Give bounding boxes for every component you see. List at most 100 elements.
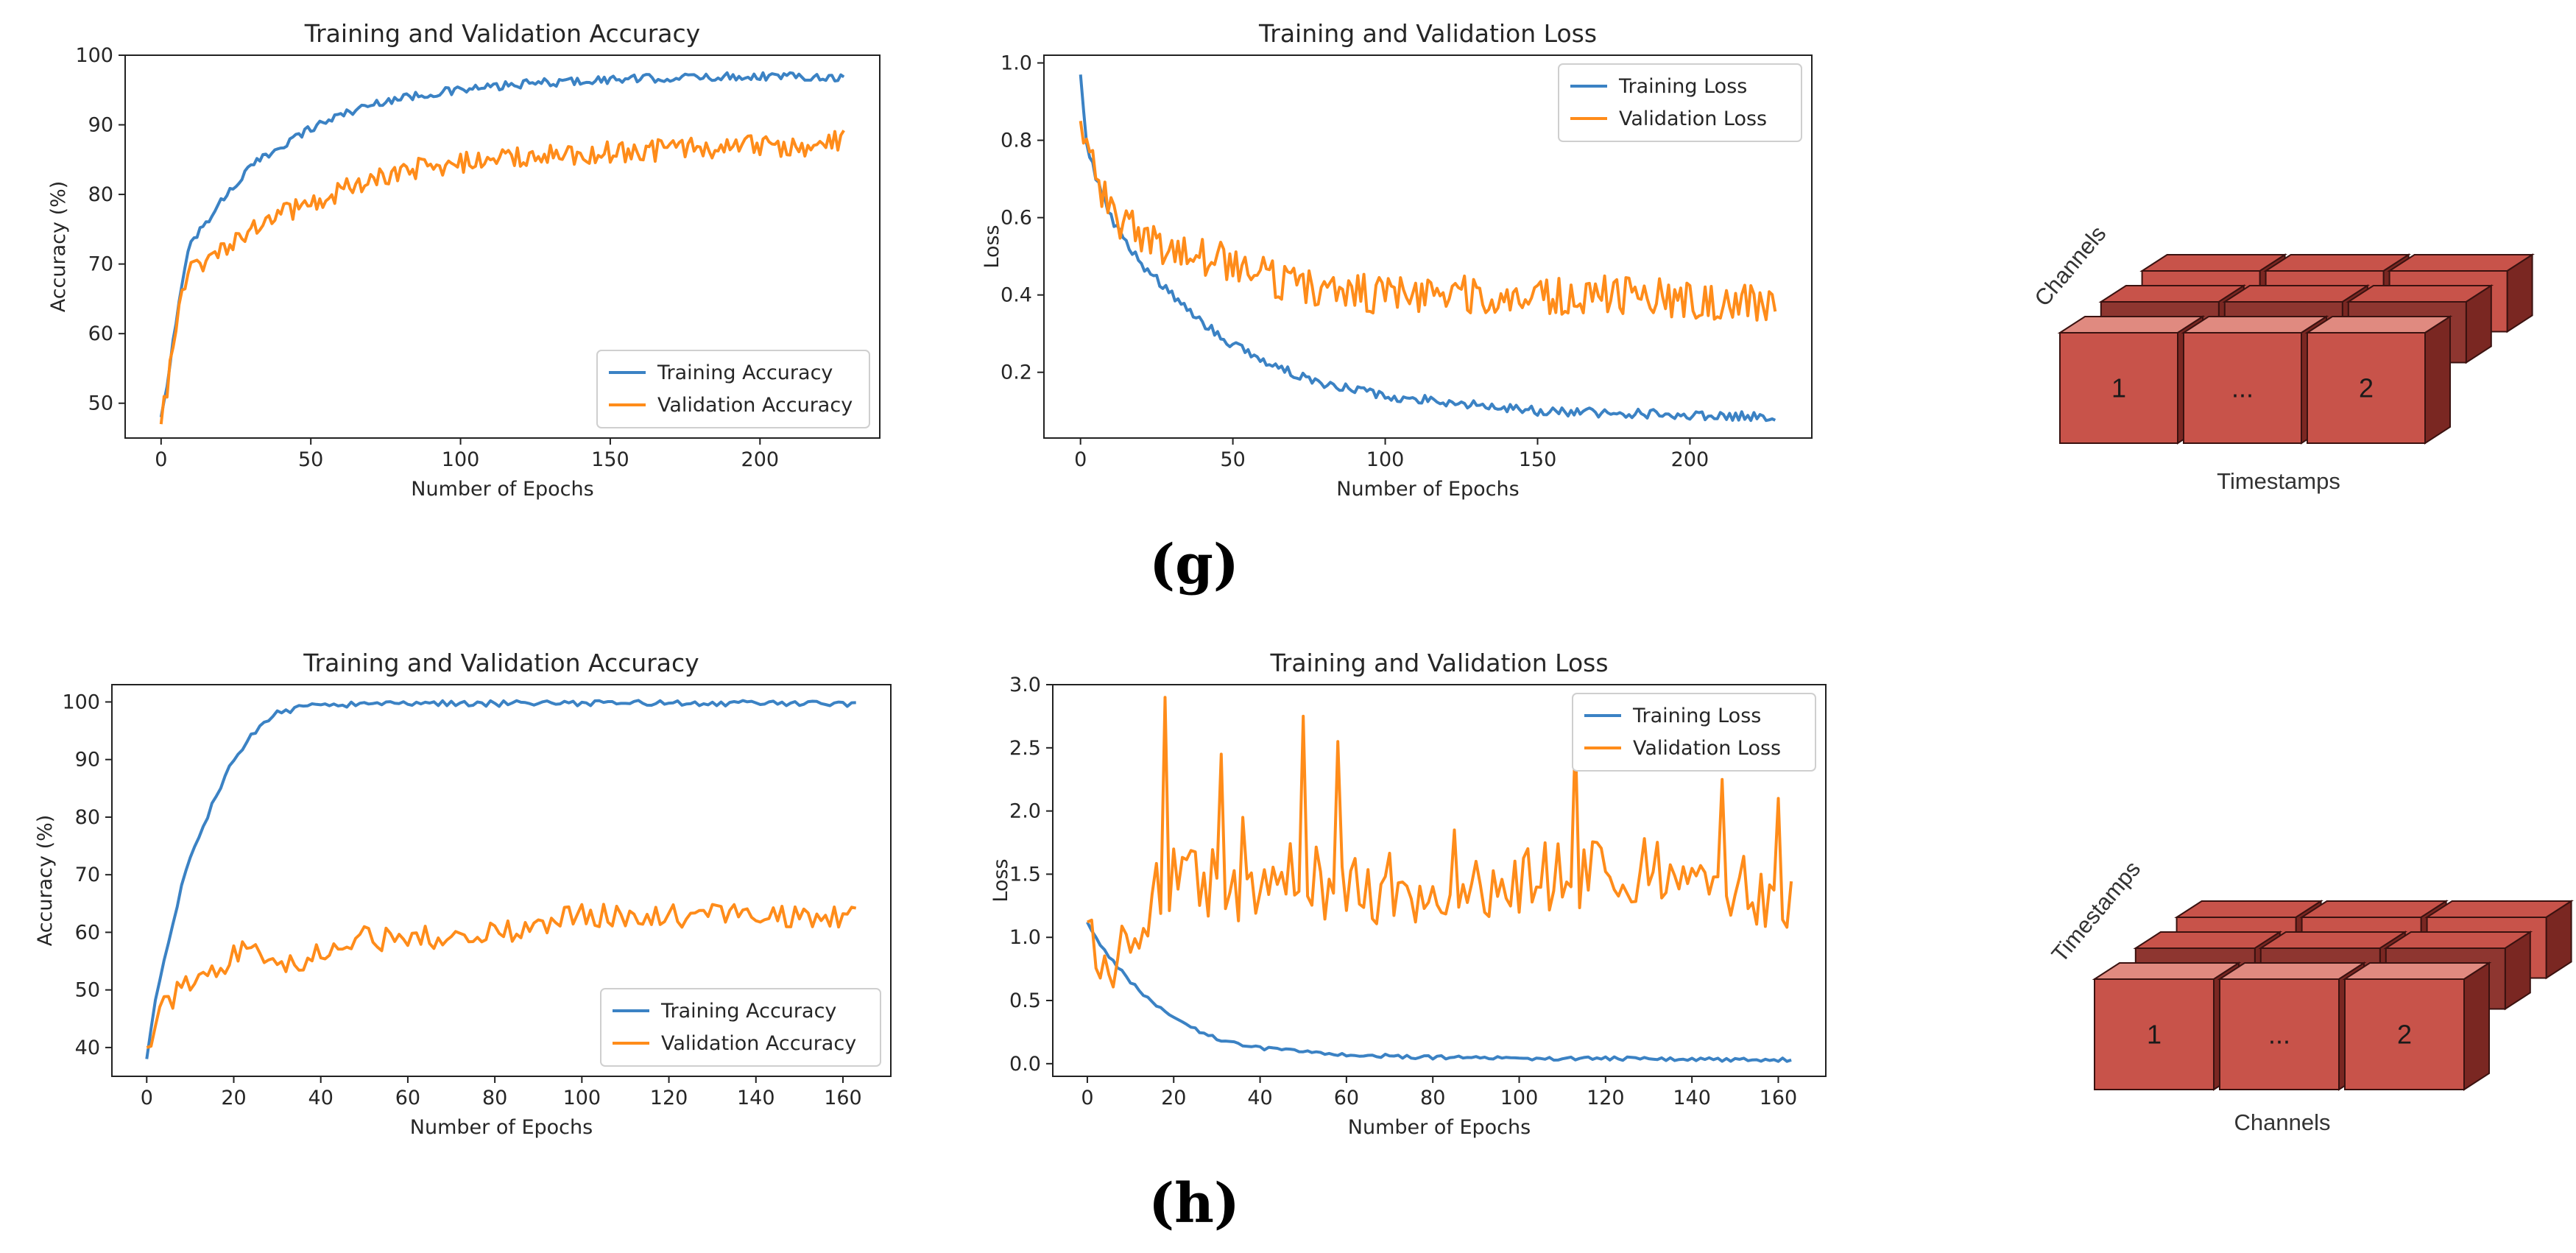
x-tick-label: 140 — [737, 1087, 775, 1109]
x-axis-label: Number of Epochs — [1348, 1116, 1531, 1139]
legend-label: Validation Accuracy — [657, 394, 853, 417]
x-tick-label: 140 — [1673, 1087, 1711, 1109]
y-tick-label: 80 — [75, 806, 100, 829]
x-axis-label: Number of Epochs — [410, 1116, 593, 1139]
series-line-training — [145, 699, 856, 1059]
cube-side-face — [2424, 315, 2451, 445]
legend-label: Validation Accuracy — [661, 1032, 856, 1055]
y-axis-label: Loss — [981, 225, 1003, 268]
x-tick-label: 50 — [1220, 448, 1245, 471]
y-tick-label: 50 — [88, 392, 113, 415]
series-line-validation — [1079, 121, 1777, 322]
chart-title: Training and Validation Loss — [1269, 649, 1608, 677]
y-tick-label: 50 — [75, 979, 100, 1002]
cube-diagram-h: 1... 2 Timestamps Channels — [2047, 856, 2574, 1135]
legend-box — [1572, 693, 1816, 772]
chart-h-loss: Training and Validation Loss 0 20 40 60 80 100… — [989, 649, 1827, 1139]
x-tick-label: 40 — [308, 1087, 334, 1109]
cube-cell-label: 1 — [2147, 1020, 2162, 1050]
y-tick-label: 100 — [62, 691, 100, 713]
x-tick-label: 20 — [1161, 1087, 1186, 1109]
cube-depth-axis-label: Channels — [2029, 221, 2111, 311]
cube-front-face — [2183, 332, 2302, 444]
x-tick-label: 150 — [1519, 448, 1557, 471]
cube-depth-axis-label: Timestamps — [2047, 856, 2146, 967]
cube-cell-label: ... — [2231, 373, 2254, 403]
x-tick-label: 0 — [141, 1087, 153, 1109]
x-tick-label: 120 — [1587, 1087, 1625, 1109]
y-tick-label: 90 — [75, 749, 100, 772]
legend-label: Training Loss — [1618, 75, 1747, 98]
legend-label: Training Accuracy — [657, 361, 833, 384]
x-tick-label: 100 — [1366, 448, 1405, 471]
x-tick-label: 40 — [1247, 1087, 1272, 1109]
y-tick-label: 100 — [75, 44, 113, 67]
x-tick-label: 100 — [563, 1087, 601, 1109]
y-tick-label: 3.0 — [1009, 674, 1041, 696]
y-tick-label: 0.8 — [1001, 130, 1032, 152]
y-tick-label: 0.5 — [1009, 989, 1041, 1012]
chart-title: Training and Validation Loss — [1258, 19, 1597, 48]
x-axis-label: Number of Epochs — [411, 478, 593, 501]
y-axis-label: Loss — [989, 858, 1012, 902]
y-tick-label: 90 — [88, 114, 113, 137]
legend-box — [1558, 63, 1802, 142]
y-tick-label: 0.0 — [1009, 1053, 1041, 1076]
y-axis-label: Accuracy (%) — [47, 181, 70, 313]
plot-frame — [111, 684, 892, 1077]
x-tick-label: 60 — [1334, 1087, 1359, 1109]
y-tick-label: 2.0 — [1009, 800, 1041, 823]
y-tick-label: 1.0 — [1009, 926, 1041, 949]
series-line-validation — [146, 903, 857, 1049]
x-tick-label: 200 — [741, 448, 780, 471]
legend-box — [596, 350, 870, 428]
cube-front-face — [2059, 332, 2178, 444]
cube-diagram-g: 1... 2 Channels Timestamps — [2029, 221, 2535, 494]
x-tick-label: 80 — [1420, 1087, 1445, 1109]
plot-frame — [124, 54, 881, 439]
cube-width-axis-label: Channels — [2234, 1109, 2331, 1135]
cube-front-face — [2307, 332, 2426, 444]
y-tick-label: 60 — [88, 322, 113, 345]
plot-frame — [1043, 54, 1813, 439]
x-tick-label: 160 — [1760, 1087, 1798, 1109]
x-tick-label: 0 — [1081, 1087, 1093, 1109]
x-tick-label: 50 — [298, 448, 323, 471]
cube-width-axis-label: Timestamps — [2217, 468, 2340, 494]
cube-front-face — [2344, 978, 2465, 1090]
panel-label-h: (h) — [1148, 1172, 1240, 1235]
cube-front-face — [2094, 978, 2215, 1090]
y-tick-label: 2.5 — [1009, 737, 1041, 760]
chart-title: Training and Validation Accuracy — [304, 19, 700, 48]
series-line-validation — [159, 130, 845, 425]
y-tick-label: 1.0 — [1001, 52, 1032, 75]
chart-g-accuracy: Training and Validation Accuracy 0 50 100 15… — [47, 19, 881, 501]
legend-label: Training Loss — [1632, 705, 1761, 727]
x-tick-label: 120 — [650, 1087, 688, 1109]
x-tick-label: 200 — [1671, 448, 1709, 471]
series-line-training — [1079, 74, 1776, 423]
x-tick-label: 60 — [395, 1087, 420, 1109]
cube-cell-label: 1 — [2111, 373, 2126, 403]
y-tick-label: 70 — [75, 864, 100, 886]
chart-h-accuracy: Training and Validation Accuracy 0 20 40 60 8… — [34, 649, 892, 1139]
legend-label: Training Accuracy — [660, 1000, 836, 1023]
y-tick-label: 60 — [75, 921, 100, 944]
cube-side-face — [2463, 961, 2490, 1091]
y-tick-label: 1.5 — [1009, 863, 1041, 886]
x-axis-label: Number of Epochs — [1336, 478, 1519, 501]
x-tick-label: 80 — [482, 1087, 507, 1109]
x-tick-label: 100 — [442, 448, 480, 471]
series-line-training — [1086, 921, 1792, 1063]
y-tick-label: 80 — [88, 183, 113, 206]
y-tick-label: 70 — [88, 253, 113, 276]
cube-front-face — [2219, 978, 2340, 1090]
legend-box — [600, 988, 881, 1067]
x-tick-label: 160 — [824, 1087, 862, 1109]
y-tick-label: 0.2 — [1001, 361, 1032, 384]
x-tick-label: 100 — [1500, 1087, 1539, 1109]
chart-g-loss: Training and Validation Loss 0 50 100 150 200… — [981, 19, 1813, 501]
series-line-validation — [1087, 696, 1793, 989]
legend-label: Validation Loss — [1619, 107, 1767, 130]
